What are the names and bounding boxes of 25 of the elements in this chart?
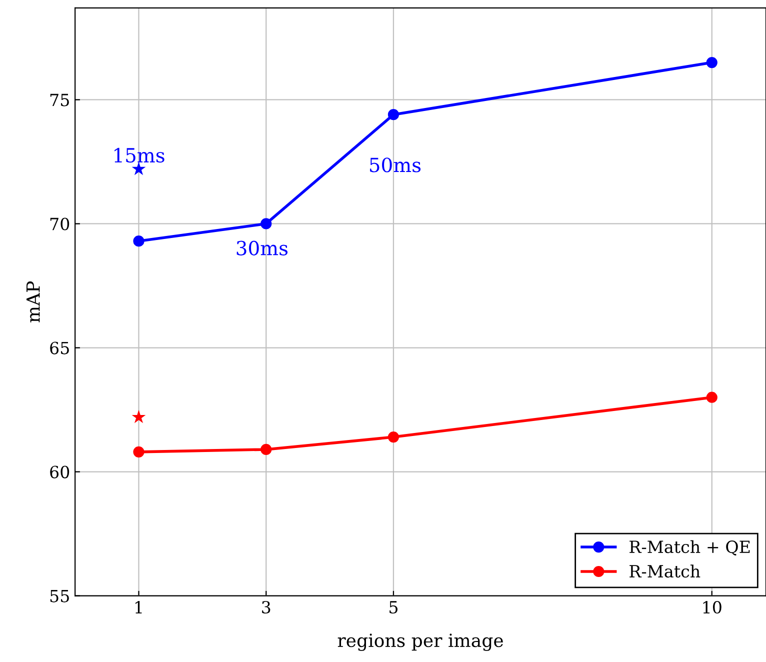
x-tick-label: 10 [703, 600, 722, 614]
point [260, 444, 272, 456]
x-tick-label: 1 [135, 600, 142, 614]
point [388, 432, 400, 443]
point [133, 446, 144, 458]
annotation: 50ms [370, 158, 421, 172]
legend-label: R-Match + QE [630, 540, 750, 556]
y-tick-label: 70 [50, 218, 70, 230]
point [706, 56, 718, 68]
annotation: 30ms [236, 240, 288, 256]
legend-label: R-Match [630, 564, 700, 578]
y-tick-label: 75 [50, 94, 69, 106]
x-axis-title: regions per image [338, 634, 503, 651]
point [706, 392, 718, 403]
x-tick-label: 5 [390, 601, 398, 614]
y-tick-label: 55 [50, 590, 69, 602]
y-axis-title: mAP [26, 281, 40, 322]
point [132, 410, 146, 424]
x-tick-label: 3 [262, 600, 270, 614]
point [388, 109, 400, 120]
point [260, 218, 272, 230]
point [133, 236, 144, 247]
y-tick-label: 65 [50, 342, 69, 354]
y-tick-label: 60 [50, 466, 70, 478]
annotation: 15ms [114, 148, 164, 163]
